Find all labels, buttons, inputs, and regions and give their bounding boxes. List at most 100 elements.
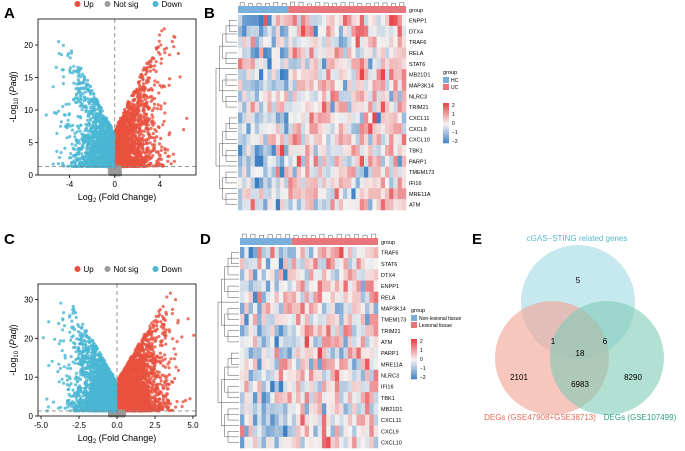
data-point xyxy=(167,133,171,137)
data-point xyxy=(102,125,106,129)
data-point xyxy=(167,154,171,158)
data-point xyxy=(102,121,106,125)
data-point xyxy=(80,81,85,85)
data-point xyxy=(99,130,103,134)
data-point xyxy=(165,378,169,382)
data-point xyxy=(143,98,147,102)
data-point xyxy=(145,363,150,367)
data-point xyxy=(69,152,73,156)
data-point xyxy=(73,135,77,139)
data-point xyxy=(89,158,93,162)
data-point xyxy=(152,106,156,110)
data-point xyxy=(87,154,91,158)
data-point xyxy=(68,70,72,75)
data-point xyxy=(138,159,142,163)
y-tick-label: 10 xyxy=(24,106,33,115)
data-point xyxy=(159,340,163,344)
data-point xyxy=(132,140,136,144)
data-point xyxy=(152,121,156,125)
data-point xyxy=(176,321,180,325)
data-point xyxy=(61,43,65,47)
data-point xyxy=(146,76,150,80)
data-point xyxy=(156,373,160,377)
data-point xyxy=(97,113,101,117)
data-point xyxy=(172,347,176,351)
data-point xyxy=(91,135,95,139)
data-point xyxy=(68,66,73,70)
data-point xyxy=(163,111,167,115)
data-point xyxy=(128,117,132,121)
data-point xyxy=(157,91,161,95)
y-tick-label: 15 xyxy=(24,74,33,83)
data-point xyxy=(180,335,184,339)
data-point xyxy=(151,143,155,147)
data-point xyxy=(86,118,90,122)
data-point xyxy=(122,126,127,130)
data-point xyxy=(154,60,158,64)
data-point xyxy=(56,162,61,166)
data-point xyxy=(119,121,123,125)
data-point xyxy=(118,161,122,165)
data-point xyxy=(83,97,88,102)
data-point xyxy=(159,104,163,108)
data-point xyxy=(121,150,125,154)
data-point xyxy=(105,125,109,129)
data-point xyxy=(67,112,71,116)
scatter-points xyxy=(44,27,189,177)
data-point xyxy=(72,97,76,101)
data-point xyxy=(149,156,153,160)
data-point xyxy=(135,148,139,152)
data-point xyxy=(144,72,148,76)
data-point xyxy=(180,404,184,409)
data-point xyxy=(137,116,141,120)
data-point xyxy=(163,333,167,337)
data-point xyxy=(92,158,96,162)
data-point xyxy=(76,157,80,162)
data-point xyxy=(98,121,102,125)
data-point xyxy=(160,29,164,33)
data-point xyxy=(185,116,189,120)
data-point xyxy=(88,141,92,145)
data-point xyxy=(150,321,154,325)
data-point xyxy=(134,126,138,130)
data-point xyxy=(51,162,55,166)
data-point xyxy=(79,160,83,164)
data-point xyxy=(168,77,172,81)
data-point xyxy=(131,102,135,106)
data-point xyxy=(163,357,167,361)
data-point xyxy=(182,128,186,132)
data-point xyxy=(157,33,162,37)
y-tick-label: 0 xyxy=(29,171,34,180)
data-point xyxy=(160,85,164,89)
data-point xyxy=(89,99,93,103)
data-point xyxy=(78,100,82,104)
data-point xyxy=(173,376,177,381)
data-point xyxy=(164,310,168,314)
data-point xyxy=(98,146,102,151)
data-point xyxy=(168,53,172,57)
data-point xyxy=(105,119,109,123)
data-point xyxy=(138,87,142,91)
data-point xyxy=(76,74,80,78)
data-point xyxy=(142,129,146,133)
data-point xyxy=(74,143,78,147)
data-point xyxy=(158,391,162,396)
data-point xyxy=(174,405,178,409)
panel-label-c: C xyxy=(4,231,15,248)
data-point xyxy=(141,142,145,147)
data-point xyxy=(175,399,179,404)
data-point xyxy=(151,132,155,136)
data-point xyxy=(121,114,125,118)
data-point xyxy=(91,150,95,154)
data-point xyxy=(74,100,79,105)
data-point xyxy=(137,132,142,137)
data-point xyxy=(149,135,153,139)
data-point xyxy=(95,100,100,104)
data-point xyxy=(118,146,122,150)
data-point xyxy=(146,137,151,141)
data-point xyxy=(149,126,153,130)
data-point xyxy=(159,107,163,111)
data-point xyxy=(75,69,79,73)
data-point xyxy=(151,325,155,330)
